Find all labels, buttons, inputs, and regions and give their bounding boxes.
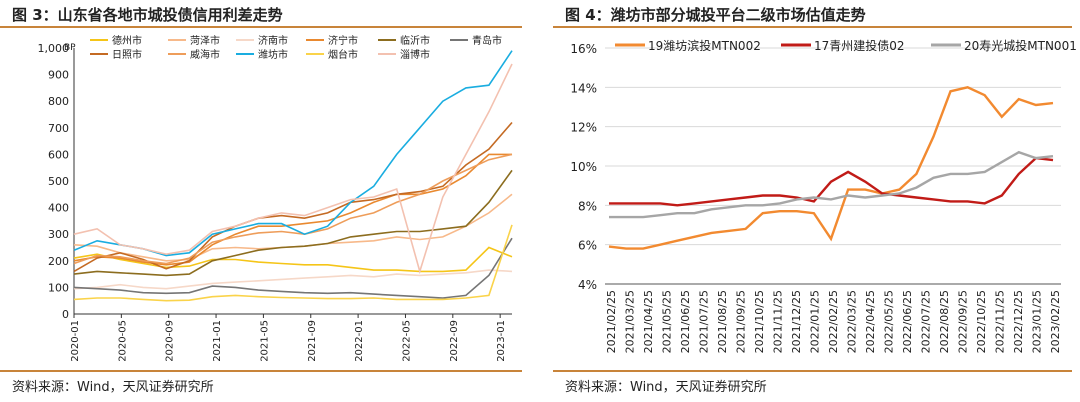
left-source-note: 资料来源：Wind，天风证券研究所 [12,380,214,395]
legend-label: 济宁市 [328,34,358,47]
y-tick-label: 100 [48,281,69,294]
legend-label: 临沂市 [400,34,430,47]
legend-label: 17青州建投债02 [814,38,905,53]
x-tick-label: 2020-05 [117,320,128,362]
y-tick-label: 0 [62,308,69,321]
y-tick-label: 12% [570,121,597,135]
x-tick-label: 2021/03/25 [624,290,637,353]
x-tick-label: 2022-09 [449,320,460,362]
x-tick-label: 2022/02/25 [827,290,840,353]
series-line [73,153,513,265]
y-tick-label: 14% [570,81,597,95]
series-line [73,153,512,266]
legend-label: 威海市 [190,48,220,61]
series-line [609,156,1054,207]
legend-label: 日照市 [112,48,142,61]
x-tick-label: 2020-09 [165,320,176,362]
left-title-rule [0,26,522,28]
x-tick-label: 2022/01/25 [809,290,822,353]
x-tick-label: 2023/02/25 [1049,290,1062,353]
y-tick-label: 1,000 [38,42,70,55]
x-tick-label: 2021-09 [307,320,318,362]
x-tick-label: 2021/02/25 [605,290,618,353]
y-tick-label: 200 [48,255,69,268]
series-line [73,246,513,273]
series-line [73,193,513,262]
x-tick-label: 2022/12/25 [1012,290,1025,353]
y-tick-label: 300 [48,228,69,241]
x-tick-label: 2021/10/25 [753,290,766,353]
x-tick-label: 2022/11/25 [994,290,1007,353]
x-tick-label: 2022-05 [401,320,412,362]
left-chart-title: 图 3：山东省各地市城投债信用利差走势 [12,6,283,24]
series-line [73,169,513,277]
x-tick-label: 2023-01 [496,320,507,362]
series-line [73,121,513,273]
y-tick-label: 16% [570,42,597,56]
right-title-rule [553,26,1072,28]
x-tick-label: 2022/06/25 [901,290,914,353]
right-chart-svg: 4% 6% 8% 10% 12% 14% 16% 2021/02/25 2021/03/25 20… [570,38,1077,353]
x-tick-label: 2021-05 [259,320,270,362]
legend-label: 德州市 [112,34,142,47]
y-tick-label: 800 [48,95,69,108]
x-tick-label: 2021/07/25 [698,290,711,353]
x-tick-label: 2021/06/25 [679,290,692,353]
left-source-rule [0,370,522,372]
x-tick-label: 2021/08/25 [716,290,729,353]
legend-label: 淄博市 [400,48,430,61]
right-source-rule [553,370,1072,372]
x-tick-label: 2020-01 [70,320,81,362]
legend-label: 济南市 [258,34,288,47]
y-tick-label: 8% [578,199,597,213]
legend-label: 19潍坊滨投MTN002 [648,38,761,53]
x-tick-label: 2021/05/25 [661,290,674,353]
series-line [73,63,513,275]
series-line [73,269,513,290]
y-tick-label: 900 [48,69,69,82]
y-tick-label: 700 [48,122,69,135]
x-tick-label: 2021-01 [212,320,223,362]
legend-label: 菏泽市 [190,34,220,47]
y-tick-label: 500 [48,175,69,188]
series-line [609,150,1054,219]
y-tick-label: 600 [48,148,69,161]
y-tick-label: 6% [578,239,597,253]
x-tick-label: 2023/01/25 [1031,290,1044,353]
series-line [73,237,513,299]
right-source-note: 资料来源：Wind，天风证券研究所 [565,380,767,395]
x-tick-label: 2022/08/25 [938,290,951,353]
legend-label: 潍坊市 [258,48,288,61]
right-chart-panel: 图 4：潍坊市部分城投平台二级市场估值走势 4% 6% 8% 10% 12% 14% 16%… [553,0,1080,402]
x-tick-label: 2022/04/25 [864,290,877,353]
x-tick-label: 2021/11/25 [772,290,785,353]
left-chart-panel: 图 3：山东省各地市城投债信用利差走势 0 100 200 300 400 500 600 7… [0,0,530,402]
legend-label: 烟台市 [328,48,358,61]
x-tick-label: 2022/05/25 [883,290,896,353]
y-tick-label: 400 [48,202,69,215]
legend-label: 青岛市 [472,34,502,47]
y-tick-label: 4% [578,278,597,292]
legend-label: 20寿光城投MTN001 [964,38,1077,53]
y-unit-label: BP [64,43,76,53]
series-line [73,224,513,302]
x-tick-label: 2021/12/25 [790,290,803,353]
series-line [608,86,1054,250]
x-tick-label: 2022/07/25 [920,290,933,353]
x-tick-label: 2022-01 [354,320,365,362]
x-tick-label: 2022/10/25 [975,290,988,353]
x-tick-label: 2022/09/25 [957,290,970,353]
x-tick-label: 2021/04/25 [642,290,655,353]
y-tick-label: 10% [570,160,597,174]
x-tick-label: 2022/03/25 [846,290,859,353]
right-chart-title: 图 4：潍坊市部分城投平台二级市场估值走势 [565,6,866,24]
x-tick-label: 2021/09/25 [735,290,748,353]
